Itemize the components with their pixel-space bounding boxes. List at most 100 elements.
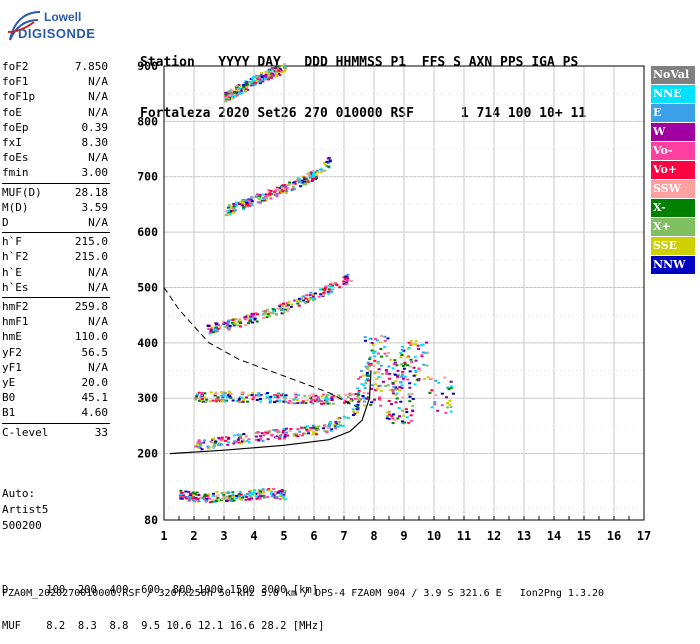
param-row: M(D) 3.59	[2, 201, 108, 215]
echo-point	[231, 318, 235, 321]
echo-point	[251, 321, 255, 324]
echo-point	[211, 439, 215, 442]
echo-point	[218, 327, 222, 330]
param-row: hmF2 259.8	[2, 300, 108, 314]
echo-point	[283, 70, 287, 73]
param-value: 215.0	[74, 250, 108, 264]
echo-point	[314, 176, 318, 179]
echo-point	[406, 378, 410, 381]
echo-point	[312, 394, 316, 397]
echo-point	[333, 423, 337, 426]
echo-point	[316, 400, 320, 403]
echo-point	[408, 365, 412, 368]
param-value: N/A	[88, 315, 108, 329]
echo-point	[247, 498, 251, 501]
echo-point	[200, 442, 204, 445]
param-name: yF1	[2, 360, 22, 374]
echo-point	[196, 443, 200, 446]
echo-point	[258, 74, 262, 77]
echo-point	[261, 196, 265, 199]
echo-point	[242, 433, 246, 436]
echo-point	[254, 438, 258, 441]
echo-point	[342, 401, 346, 404]
echo-point	[274, 312, 278, 315]
autoscaling-info: Auto: Artist5 500200	[2, 486, 48, 534]
echo-point	[250, 84, 254, 87]
echo-point	[219, 439, 223, 442]
echo-point	[244, 498, 248, 501]
echo-point	[283, 62, 287, 65]
echo-point	[385, 417, 389, 420]
echo-point	[391, 381, 395, 384]
echo-point	[334, 422, 338, 425]
echo-point	[200, 448, 204, 451]
echo-point	[404, 363, 408, 366]
echo-point	[308, 394, 312, 397]
echo-point	[219, 324, 223, 327]
echo-point	[323, 400, 327, 403]
echo-point	[229, 499, 233, 502]
echo-point	[309, 397, 313, 400]
echo-point	[218, 398, 222, 401]
echo-point	[205, 398, 209, 401]
echo-point	[282, 495, 286, 498]
echo-point	[391, 389, 395, 392]
echo-point	[195, 395, 199, 398]
echo-point	[281, 497, 285, 500]
echo-point	[260, 74, 264, 77]
echo-point	[451, 392, 455, 395]
echo-point	[297, 304, 301, 307]
echo-point	[296, 402, 300, 405]
echo-point	[410, 342, 414, 345]
echo-point	[237, 495, 241, 498]
echo-point	[232, 324, 236, 327]
echo-point	[227, 497, 231, 500]
echo-point	[194, 398, 198, 401]
echo-point	[293, 433, 297, 436]
echo-point	[273, 189, 277, 192]
echo-point	[248, 494, 252, 497]
echo-point	[375, 388, 379, 391]
echo-point	[356, 387, 360, 390]
echo-point	[413, 343, 417, 346]
x-tick-label: 4	[250, 529, 257, 543]
param-value: 4.60	[81, 406, 109, 420]
echo-point	[240, 498, 244, 501]
echo-point	[363, 387, 367, 390]
echo-point	[281, 185, 285, 188]
param-name: h`F	[2, 235, 22, 249]
echo-point	[228, 324, 232, 327]
echo-point	[305, 399, 309, 402]
echo-point	[260, 78, 264, 81]
echo-point	[222, 496, 226, 499]
echo-point	[394, 380, 398, 383]
echo-point	[370, 387, 374, 390]
echo-point	[272, 488, 276, 491]
echo-point	[267, 189, 271, 192]
echo-point	[292, 188, 296, 191]
echo-point	[351, 414, 355, 417]
echo-point	[389, 389, 393, 392]
echo-point	[348, 392, 352, 395]
echo-point	[311, 175, 315, 178]
param-row: foEs N/A	[2, 151, 108, 165]
echo-point	[408, 386, 412, 389]
echo-point	[412, 374, 416, 377]
echo-point	[362, 391, 366, 394]
echo-point	[220, 492, 224, 495]
echo-point	[271, 492, 275, 495]
echo-point	[401, 364, 405, 367]
echo-point	[213, 442, 217, 445]
echo-point	[316, 396, 320, 399]
echo-point	[232, 205, 236, 208]
echo-point	[357, 400, 361, 403]
echo-point	[281, 302, 285, 305]
echo-point	[231, 491, 235, 494]
echo-point	[329, 283, 333, 286]
echo-point	[286, 434, 290, 437]
echo-point	[260, 72, 264, 75]
echo-point	[197, 439, 201, 442]
echo-point	[314, 174, 318, 177]
echo-point	[313, 427, 317, 430]
echo-point	[234, 497, 238, 500]
